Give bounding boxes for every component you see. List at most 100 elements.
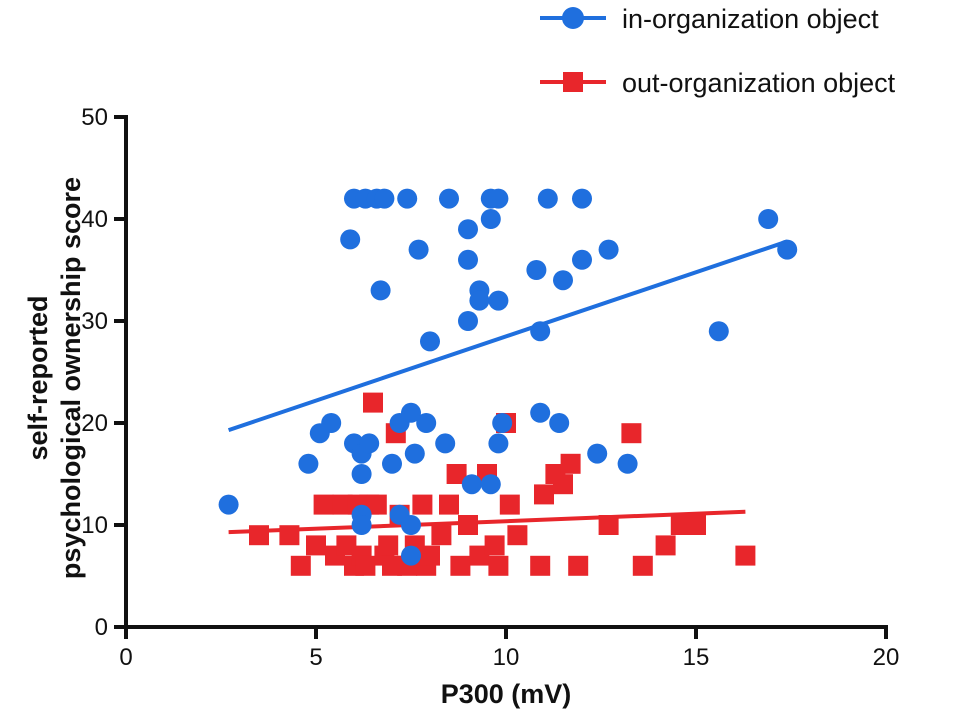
data-points <box>218 188 798 576</box>
x-tick-label: 10 <box>493 644 520 671</box>
data-point-in-organization <box>404 443 425 464</box>
data-point-in-organization <box>488 433 509 454</box>
x-tick-label: 20 <box>873 644 900 671</box>
data-point-out-organization <box>332 494 353 515</box>
data-point-out-organization <box>378 535 399 556</box>
data-point-in-organization <box>488 188 509 209</box>
data-point-in-organization <box>549 413 570 433</box>
data-point-out-organization <box>530 555 551 576</box>
data-point-out-organization <box>382 555 402 576</box>
data-point-out-organization <box>431 525 452 546</box>
data-point-in-organization <box>572 188 592 209</box>
data-point-out-organization <box>439 494 459 515</box>
fit-line-out-organization <box>228 509 746 535</box>
data-point-out-organization <box>363 392 383 413</box>
y-axis-title-line-2: psychological ownership score <box>56 177 86 579</box>
data-point-out-organization <box>534 484 554 505</box>
legend-marker-square <box>563 72 583 92</box>
data-point-out-organization <box>279 525 300 546</box>
data-point-in-organization <box>401 545 421 566</box>
data-point-out-organization <box>488 555 509 576</box>
data-point-in-organization <box>374 188 395 209</box>
data-point-in-organization <box>537 188 558 209</box>
data-point-in-organization <box>351 515 372 535</box>
y-tick-label: 50 <box>81 104 108 131</box>
legend-marker-circle <box>562 7 584 29</box>
data-point-in-organization <box>458 219 478 240</box>
data-point-out-organization <box>249 525 269 546</box>
data-point-in-organization <box>458 249 478 270</box>
data-point-out-organization <box>290 555 311 576</box>
y-tick-label: 20 <box>81 410 108 437</box>
data-point-in-organization <box>526 260 547 280</box>
y-tick-label: 30 <box>81 308 108 335</box>
data-point-in-organization <box>617 453 638 474</box>
data-point-in-organization <box>530 321 551 342</box>
data-point-out-organization <box>420 545 440 566</box>
data-point-out-organization <box>568 555 589 576</box>
data-point-in-organization <box>708 321 729 342</box>
data-point-in-organization <box>382 453 402 474</box>
data-point-in-organization <box>298 453 319 474</box>
x-tick-label: 5 <box>309 644 322 671</box>
legend-item-out-organization: out-organization object <box>540 68 896 98</box>
data-point-in-organization <box>401 515 421 535</box>
x-tick-label: 0 <box>119 644 132 671</box>
data-point-in-organization <box>351 464 372 484</box>
data-point-out-organization <box>336 535 357 556</box>
data-point-out-organization <box>655 535 676 556</box>
y-axis-title-line-1: self-reported <box>23 295 53 460</box>
data-point-in-organization <box>340 229 361 250</box>
data-point-out-organization <box>735 545 756 566</box>
data-point-in-organization <box>458 311 478 331</box>
data-point-out-organization <box>458 515 478 535</box>
data-point-out-organization <box>484 535 505 556</box>
legend-label-out-organization: out-organization object <box>622 68 896 98</box>
data-point-out-organization <box>446 464 467 484</box>
legend-label-in-organization: in-organization object <box>622 4 879 34</box>
y-tick-label: 40 <box>81 206 108 233</box>
data-point-out-organization <box>621 423 642 444</box>
data-point-in-organization <box>488 290 509 311</box>
data-point-in-organization <box>553 270 573 291</box>
data-point-in-organization <box>370 280 391 301</box>
fit-lines <box>227 239 788 535</box>
data-point-in-organization <box>777 239 798 260</box>
data-point-in-organization <box>218 494 239 515</box>
data-point-out-organization <box>313 494 334 515</box>
data-point-in-organization <box>439 188 459 209</box>
data-point-out-organization <box>553 474 573 495</box>
data-point-in-organization <box>309 423 330 444</box>
y-axis-title: self-reported psychological ownership sc… <box>23 177 86 579</box>
data-point-out-organization <box>306 535 326 556</box>
data-point-in-organization <box>420 331 440 352</box>
data-point-in-organization <box>416 413 437 433</box>
data-point-out-organization <box>632 555 653 576</box>
data-point-out-organization <box>355 555 376 576</box>
legend: in-organization object out-organization … <box>540 4 896 98</box>
data-point-in-organization <box>480 209 501 229</box>
y-tick-label: 0 <box>95 614 108 641</box>
data-point-in-organization <box>587 443 608 464</box>
data-point-in-organization <box>435 433 456 454</box>
data-point-out-organization <box>670 515 691 535</box>
data-point-out-organization <box>450 555 471 576</box>
fit-line-in-organization <box>227 239 788 433</box>
data-point-in-organization <box>469 290 490 311</box>
data-point-out-organization <box>686 515 706 535</box>
data-point-out-organization <box>560 453 581 474</box>
data-point-in-organization <box>408 239 429 260</box>
x-axis-title: P300 (mV) <box>441 679 572 709</box>
data-point-in-organization <box>461 474 482 495</box>
data-point-in-organization <box>480 474 501 495</box>
data-point-in-organization <box>572 249 592 270</box>
data-point-out-organization <box>499 494 520 515</box>
data-point-in-organization <box>758 209 779 229</box>
data-point-in-organization <box>492 413 513 433</box>
data-point-out-organization <box>412 494 433 515</box>
legend-item-in-organization: in-organization object <box>540 4 879 34</box>
data-point-in-organization <box>530 402 551 423</box>
x-tick-label: 15 <box>683 644 710 671</box>
data-point-out-organization <box>507 525 528 546</box>
